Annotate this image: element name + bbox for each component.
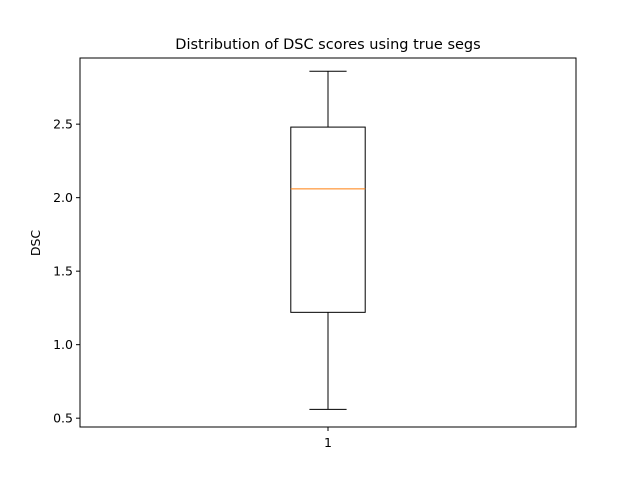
x-axis-ticks: 1 — [324, 427, 332, 450]
y-tick-label: 2.0 — [53, 190, 73, 205]
interquartile-box — [290, 126, 366, 313]
plot-area-frame — [79, 57, 577, 428]
box-series — [290, 70, 366, 410]
y-tick-label: 0.5 — [53, 411, 73, 426]
y-axis-label: DSC — [28, 230, 43, 257]
y-tick-label: 2.5 — [53, 117, 73, 132]
y-axis-ticks: 0.5 1.0 1.5 2.0 2.5 — [53, 117, 80, 426]
x-tick-label: 1 — [324, 435, 332, 450]
y-tick-label: 1.0 — [53, 337, 73, 352]
chart-title: Distribution of DSC scores using true se… — [175, 37, 480, 53]
y-tick-label: 1.5 — [53, 264, 73, 279]
